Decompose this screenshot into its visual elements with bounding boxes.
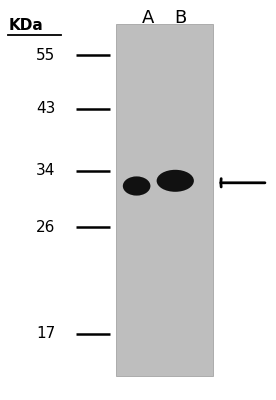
- Ellipse shape: [157, 170, 194, 192]
- Text: 17: 17: [36, 326, 55, 342]
- Text: B: B: [175, 9, 187, 27]
- Ellipse shape: [123, 176, 150, 196]
- Text: A: A: [142, 9, 154, 27]
- Text: KDa: KDa: [8, 18, 43, 34]
- Bar: [116, 24, 213, 376]
- Text: 26: 26: [36, 220, 55, 235]
- Text: 43: 43: [36, 101, 55, 116]
- Text: 55: 55: [36, 48, 55, 63]
- Text: 34: 34: [36, 163, 55, 178]
